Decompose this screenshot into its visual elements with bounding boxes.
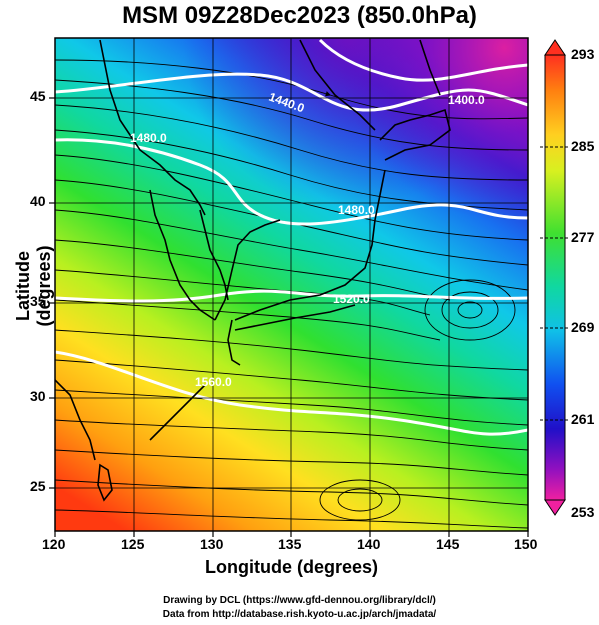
map-gridlines [55,38,528,531]
colorbar [540,39,570,516]
contour-label: 1480.0 [130,131,167,145]
lat-tick: 40 [30,193,46,209]
contour-label: 1560.0 [195,375,232,389]
coastlines [55,39,451,502]
lon-tick: 130 [200,536,224,552]
x-axis-label: Longitude (degrees) [204,557,378,577]
credit-drawing: Drawing by DCL (https://www.gfd-dennou.o… [163,595,436,606]
lon-tick: 135 [278,536,302,552]
colorbar-label: 285 [571,138,595,154]
lon-tick: 145 [436,536,460,552]
lat-tick: 35 [30,293,46,309]
colorbar-label: 269 [571,319,595,335]
height-contours [55,38,528,436]
lon-tick: 120 [42,536,66,552]
contour-label: 1480.0 [338,203,375,217]
colorbar-label: 293 [571,46,595,62]
y-axis-label: Latitude (degrees) [13,245,54,327]
map-title: MSM 09Z28Dec2023 (850.0hPa) [122,2,477,29]
colorbar-label: 261 [571,411,595,427]
lat-tick: 25 [30,478,46,494]
colorbar-label: 253 [571,504,595,520]
credit-data: Data from http://database.rish.kyoto-u.a… [162,609,437,620]
lon-tick: 150 [514,536,538,552]
axis-ticks [49,97,529,537]
colorbar-label: 277 [571,229,595,245]
contour-labels: 1400.0 1440.0 1480.0 1480.0 1520.0 1560.… [130,90,485,389]
lat-tick: 30 [30,388,46,404]
lon-tick: 125 [121,536,145,552]
lon-tick: 140 [357,536,381,552]
contour-label: 1520.0 [333,292,370,306]
contour-label: 1400.0 [448,93,485,107]
lat-tick: 45 [30,88,46,104]
